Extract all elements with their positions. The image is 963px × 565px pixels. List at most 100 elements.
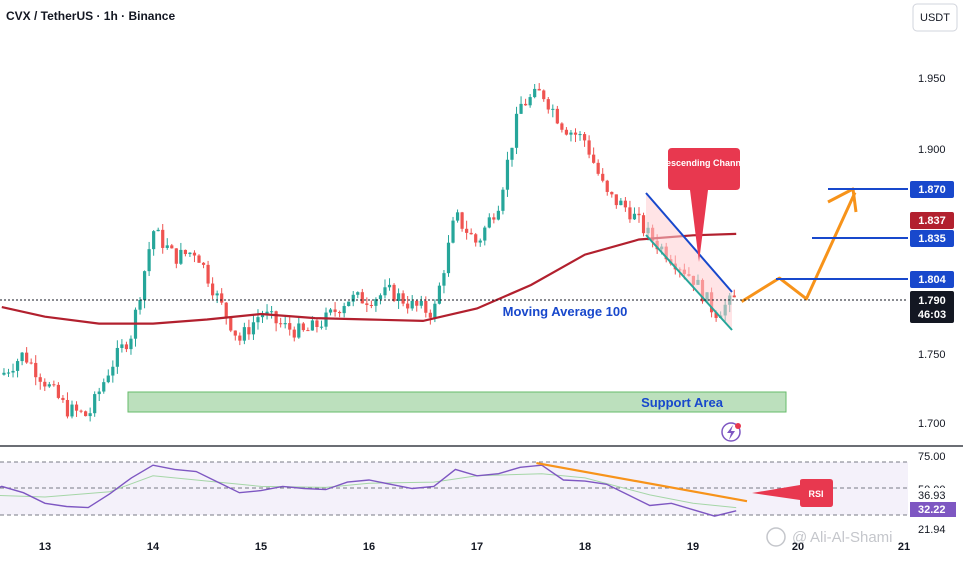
- candle-body: [292, 329, 296, 338]
- candle-body: [596, 162, 600, 174]
- rsi-tag-3222-text: 32.22: [918, 504, 946, 516]
- x-tick-18: 18: [579, 541, 591, 553]
- candle-body: [256, 317, 260, 323]
- candle-body: [129, 338, 133, 350]
- countdown-text: 46:03: [918, 309, 946, 321]
- currency-button[interactable]: USDT: [912, 3, 958, 32]
- candle-body: [533, 88, 537, 98]
- candle-body: [61, 397, 65, 400]
- candle-body: [43, 381, 47, 387]
- candle-body: [465, 228, 469, 233]
- candle-body: [84, 411, 88, 417]
- candle-body: [605, 180, 609, 192]
- candle-body: [188, 252, 192, 255]
- candle-body: [351, 294, 355, 302]
- rsi-callout: RSI: [752, 479, 833, 507]
- rsi-signal-line: [0, 473, 737, 509]
- currency-label: USDT: [920, 12, 950, 24]
- x-tick-14: 14: [147, 541, 160, 553]
- candle-body: [510, 147, 514, 160]
- candle-body: [38, 377, 42, 382]
- lightning-icon[interactable]: [721, 422, 741, 442]
- candle-body: [229, 317, 233, 331]
- price-tag-1835: 1.835: [910, 230, 954, 247]
- candle-body: [106, 375, 110, 383]
- candle-body: [74, 404, 79, 411]
- price-tag-current-text: 1.790: [918, 295, 946, 307]
- rsi-divergence-line: [536, 461, 748, 503]
- candle-body: [365, 303, 369, 305]
- candle-body: [147, 249, 151, 272]
- candle-body: [356, 292, 360, 295]
- candle-body: [338, 311, 342, 314]
- candle-body: [120, 344, 124, 348]
- candle-body: [433, 303, 437, 318]
- x-tick-15: 15: [255, 541, 267, 553]
- candle-body: [161, 229, 165, 248]
- candle-body: [546, 99, 550, 110]
- candle-body: [406, 303, 410, 309]
- candle-body: [6, 372, 11, 374]
- candle-body: [138, 300, 142, 310]
- rsi-tag-3693: 36.93: [910, 488, 956, 503]
- rsi-tick-2194: 21.94: [918, 524, 946, 536]
- candle-body: [487, 217, 491, 228]
- candle-body: [260, 314, 265, 318]
- candle-body: [306, 330, 310, 332]
- candle-body: [242, 327, 246, 341]
- candle-body: [628, 207, 632, 220]
- x-tick-21: 21: [898, 541, 910, 553]
- candle-body: [424, 300, 428, 313]
- candle-body: [610, 191, 614, 195]
- candle-body: [460, 212, 464, 229]
- price-tag-1870: 1.870: [910, 181, 954, 198]
- candle-body: [220, 293, 224, 303]
- candle-body: [519, 103, 523, 114]
- candle-body: [47, 384, 51, 387]
- candle-body: [93, 394, 97, 414]
- candle-body: [34, 362, 38, 378]
- candle-body: [374, 299, 378, 306]
- candle-body: [387, 284, 392, 288]
- candle-body: [392, 284, 396, 301]
- candle-body: [415, 300, 419, 306]
- y-tick-1750: 1.750: [918, 349, 946, 361]
- y-tick-1700: 1.700: [918, 418, 946, 430]
- candle-body: [251, 322, 256, 335]
- candle-body: [551, 108, 555, 110]
- candles: [2, 83, 736, 422]
- rsi-tag-3693-text: 36.93: [918, 490, 946, 502]
- candle-body: [79, 410, 83, 412]
- candle-body: [274, 311, 278, 324]
- candle-body: [587, 140, 591, 155]
- candle-body: [224, 302, 228, 318]
- candle-body: [632, 213, 637, 220]
- watermark-logo-icon: [766, 527, 786, 547]
- candle-body: [619, 200, 623, 206]
- candle-body: [174, 248, 178, 264]
- candle-body: [560, 123, 564, 130]
- candle-body: [569, 132, 573, 135]
- candle-body: [455, 212, 460, 221]
- candle-body: [279, 323, 283, 325]
- chart-title: CVX / TetherUS · 1h · Binance: [6, 9, 175, 23]
- candle-body: [65, 399, 70, 417]
- candle-body: [88, 413, 92, 417]
- candle-body: [496, 210, 500, 220]
- candle-body: [592, 154, 596, 163]
- candle-body: [52, 384, 56, 386]
- candle-body: [142, 271, 147, 301]
- candle-body: [247, 327, 251, 335]
- candle-body: [396, 293, 401, 301]
- candle-body: [714, 312, 718, 318]
- candle-body: [419, 300, 423, 306]
- candle-body: [25, 352, 29, 363]
- support-area: Support Area: [127, 391, 787, 413]
- candle-body: [641, 215, 646, 234]
- candle-body: [347, 301, 351, 307]
- candle-body: [483, 227, 487, 241]
- x-axis: 13 14 15 16 17 18 19 20 21: [39, 541, 910, 553]
- price-tag-1804: 1.804: [910, 271, 954, 288]
